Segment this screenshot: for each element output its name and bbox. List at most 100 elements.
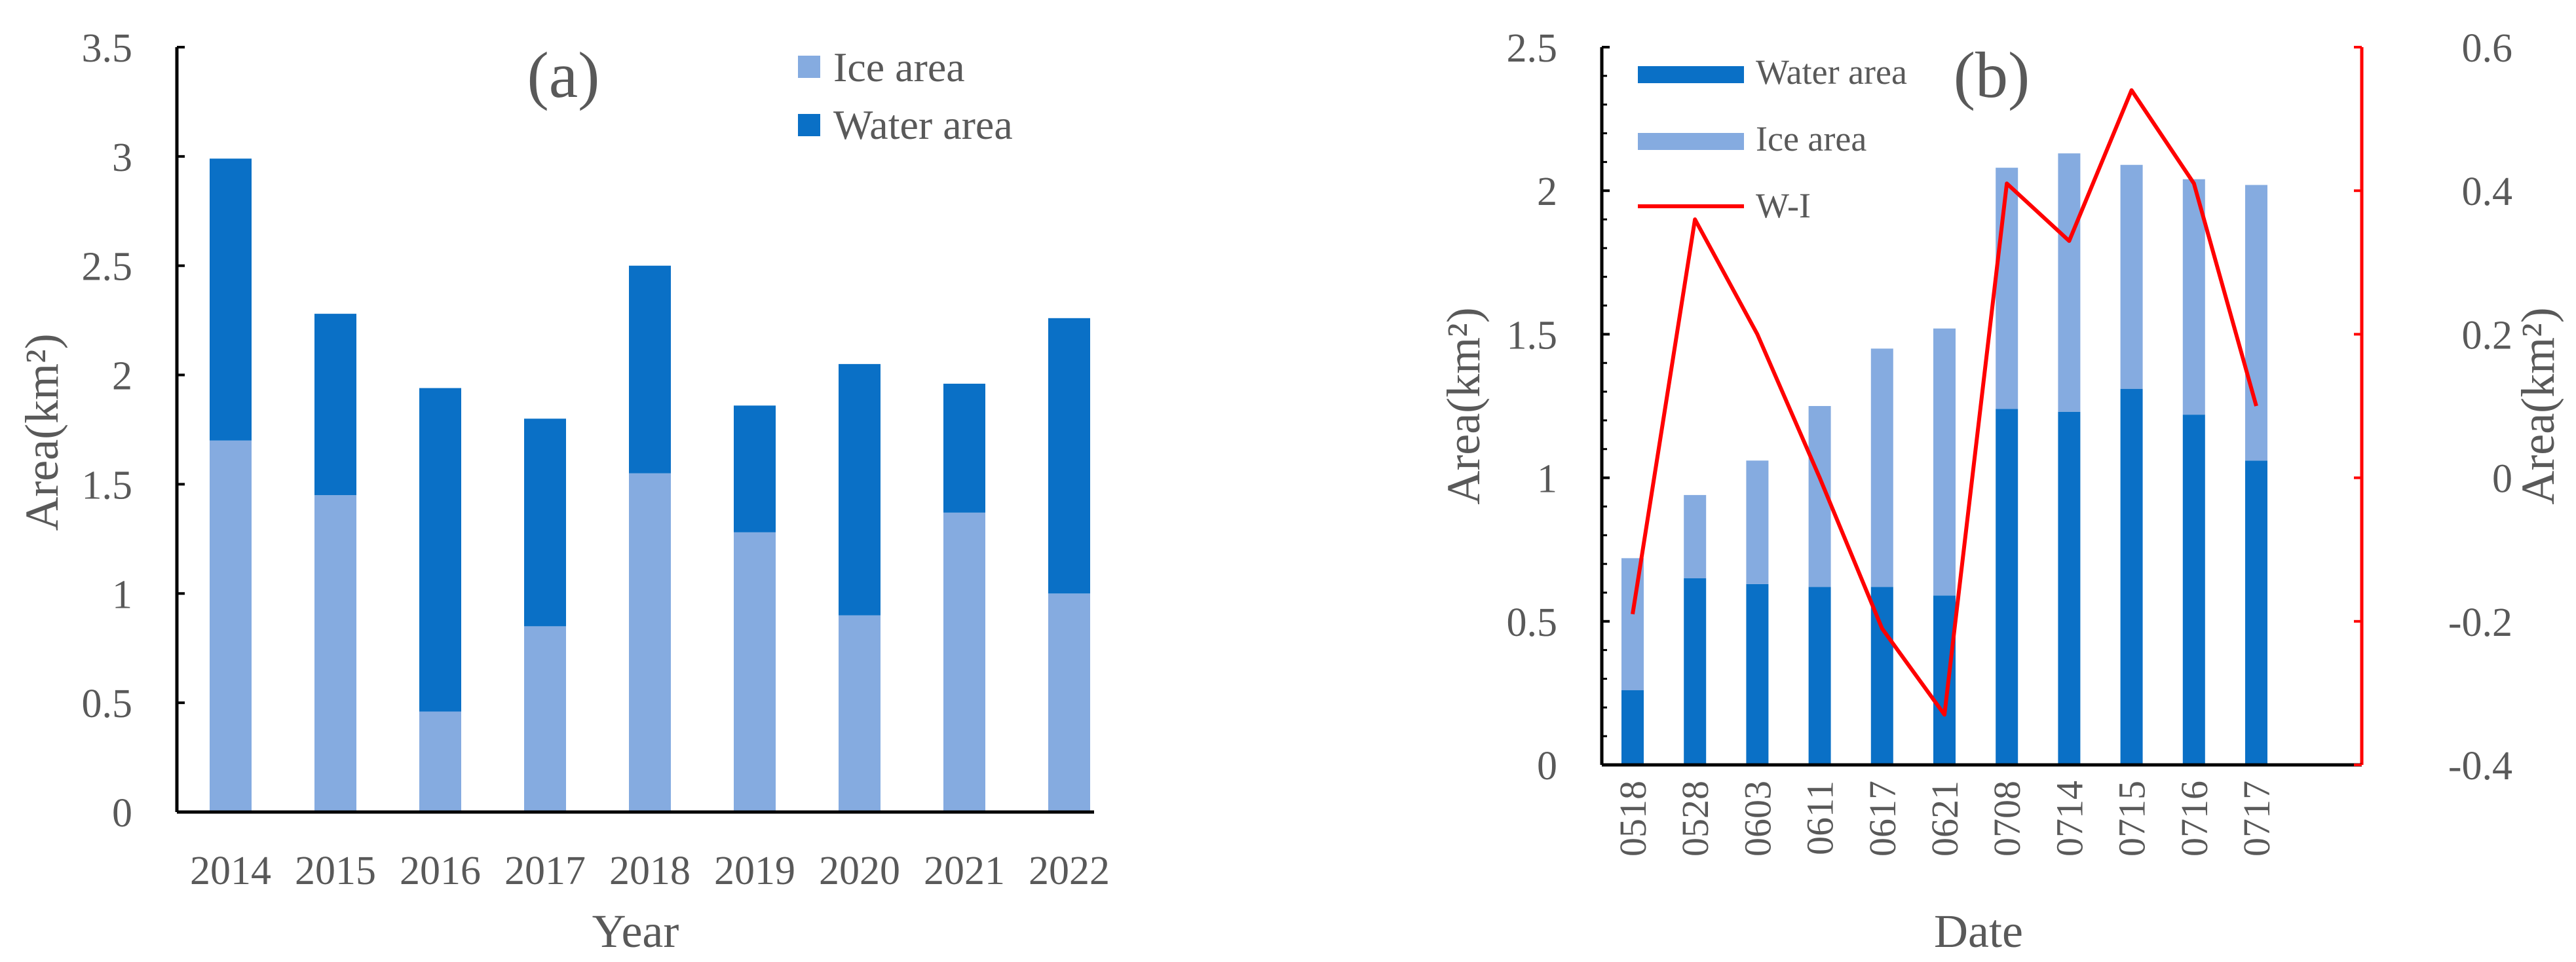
bar-ice-area-2016: [419, 711, 461, 812]
panel-a-x-axis-title: Year: [592, 905, 679, 957]
bar-ice-area-2020: [839, 615, 881, 812]
bar-ice-area-0518: [1621, 558, 1644, 691]
bar-water-area-0603: [1746, 583, 1769, 765]
bar-water-area-0617: [1870, 587, 1893, 765]
bar-water-area-0611: [1808, 587, 1831, 765]
bar-ice-area-0716: [2182, 179, 2205, 415]
bar-water-area-0716: [2182, 415, 2205, 765]
y2-tick-label: 0: [2492, 457, 2512, 502]
bar-ice-area-2022: [1048, 593, 1090, 812]
x-tick-label-2018: 2018: [609, 849, 691, 893]
legend-swatch-water-area: [1638, 66, 1744, 83]
y-tick-label: 3.5: [82, 26, 133, 71]
bar-ice-area-0603: [1746, 460, 1769, 584]
x-tick-label-2016: 2016: [400, 849, 481, 893]
bar-water-area-2014: [210, 158, 252, 441]
panel-b-x-axis-title: Date: [1934, 905, 2023, 957]
y-tick-label: 1.5: [1507, 313, 1558, 358]
x-tick-label-2015: 2015: [295, 849, 376, 893]
bar-water-area-2017: [524, 418, 566, 627]
y-tick-label: 2: [1537, 170, 1557, 214]
x-tick-label-0715: 0715: [2111, 781, 2153, 857]
bar-ice-area-2021: [943, 512, 985, 812]
legend-label-water-area: Water area: [1756, 52, 1907, 92]
legend-swatch-water-area: [798, 114, 820, 136]
y-tick-label: 2: [112, 354, 132, 399]
panel-b-label: (b): [1954, 39, 2030, 111]
y-tick-label: 0: [112, 791, 132, 836]
bar-water-area-2019: [734, 405, 776, 532]
legend-label-wi: W-I: [1756, 186, 1811, 225]
bar-water-area-2016: [419, 388, 461, 712]
bar-ice-area-2015: [314, 495, 356, 812]
legend-swatch-ice-area: [1638, 133, 1744, 150]
bar-ice-area-0528: [1684, 494, 1707, 579]
bar-ice-area-2017: [524, 626, 566, 812]
y-tick-label: 3: [112, 136, 132, 180]
y2-tick-label: 0.6: [2462, 26, 2513, 71]
bar-water-area-0715: [2120, 388, 2143, 765]
panel-b-chart: 0 0.5 1 1.5 2 2.5 -0.4 -0.2 0 0.2 0.4 0.6 0518 0528…: [1437, 26, 2564, 957]
panel-b-right-y-axis-title: Area(km²): [2512, 307, 2564, 504]
panel-b-x-ticks: 0518 0528 0603 0611 0617 0621 0708 0714 0715 0716…: [1612, 781, 2278, 857]
bar-ice-area-0617: [1870, 348, 1893, 587]
x-tick-label-0528: 0528: [1674, 781, 1716, 857]
bar-water-area-0518: [1621, 690, 1644, 765]
y2-tick-label: -0.4: [2448, 744, 2512, 788]
x-tick-label-0518: 0518: [1612, 781, 1654, 857]
x-tick-label-2014: 2014: [190, 849, 271, 893]
panel-b-left-y-ticks: 0 0.5 1 1.5 2 2.5: [1507, 26, 1610, 788]
bar-water-area-2022: [1048, 318, 1090, 594]
panel-b-right-y-ticks: -0.4 -0.2 0 0.2 0.4 0.6: [2354, 26, 2512, 788]
y-tick-label: 1: [1537, 457, 1557, 502]
legend-label-ice-area: Ice area: [1756, 119, 1866, 158]
panel-a-chart: 00.511.522.533.5 2014 2015 2016 2017 2018 201…: [16, 26, 1110, 957]
panel-a-label: (a): [527, 39, 600, 111]
x-tick-label-0714: 0714: [2048, 781, 2091, 857]
panel-a-y-axis-title: Area(km²): [16, 333, 68, 530]
bar-water-area-2018: [629, 265, 671, 473]
x-tick-label-0717: 0717: [2235, 781, 2278, 857]
legend-label-ice-area: Ice area: [833, 44, 965, 90]
y2-tick-label: 0.4: [2462, 170, 2513, 214]
bar-ice-area-0717: [2245, 185, 2267, 461]
legend-swatch-ice-area: [798, 56, 820, 78]
bar-water-area-2021: [943, 383, 985, 513]
y-tick-label: 0.5: [82, 682, 133, 726]
x-tick-label-0708: 0708: [1986, 781, 2028, 857]
y-tick-label: 2.5: [1507, 26, 1558, 71]
panel-b-legend: Water area Ice area W-I: [1638, 52, 1907, 225]
bar-ice-area-0715: [2120, 164, 2143, 389]
y-tick-label: 1.5: [82, 463, 133, 508]
panel-a-bars: [210, 158, 1090, 812]
bar-water-area-0621: [1933, 595, 1956, 765]
bar-ice-area-0708: [1996, 168, 2018, 409]
y-tick-label: 1: [112, 572, 132, 617]
panel-b-left-y-axis-title: Area(km²): [1437, 307, 1490, 504]
wi-line: [1631, 88, 2258, 717]
panel-a-legend: Ice area Water area: [798, 44, 1013, 148]
y-tick-label: 0: [1537, 744, 1557, 788]
bar-water-area-0528: [1684, 578, 1707, 765]
panel-a-x-ticks: 2014 2015 2016 2017 2018 2019 2020 2021 2022: [190, 849, 1110, 893]
x-tick-label-0617: 0617: [1861, 781, 1904, 857]
y2-tick-label: 0.2: [2462, 313, 2513, 358]
panel-b-bars: [1621, 153, 2267, 765]
bar-ice-area-0621: [1933, 328, 1956, 596]
x-tick-label-2019: 2019: [714, 849, 795, 893]
x-tick-label-0621: 0621: [1923, 781, 1966, 857]
bar-water-area-0714: [2058, 411, 2081, 765]
panel-a-y-ticks: 0 0.5 1 1.5 2 2.5 3 3.5: [82, 26, 185, 836]
x-tick-label-0603: 0603: [1736, 781, 1779, 857]
x-tick-label-0716: 0716: [2173, 781, 2216, 857]
bar-ice-area-2018: [629, 473, 671, 812]
y2-tick-label: -0.2: [2448, 601, 2512, 645]
bar-water-area-0717: [2245, 460, 2267, 765]
x-tick-label-0611: 0611: [1799, 781, 1842, 855]
bar-ice-area-2019: [734, 532, 776, 812]
bar-water-area-0708: [1996, 409, 2018, 765]
legend-label-water-area: Water area: [833, 102, 1013, 148]
x-tick-label-2021: 2021: [924, 849, 1005, 893]
y-tick-label: 2.5: [82, 245, 133, 289]
